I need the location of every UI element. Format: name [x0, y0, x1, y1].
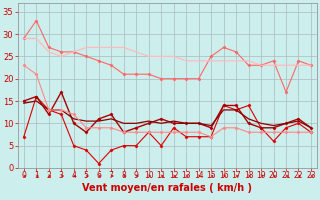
- X-axis label: Vent moyen/en rafales ( km/h ): Vent moyen/en rafales ( km/h ): [82, 183, 252, 193]
